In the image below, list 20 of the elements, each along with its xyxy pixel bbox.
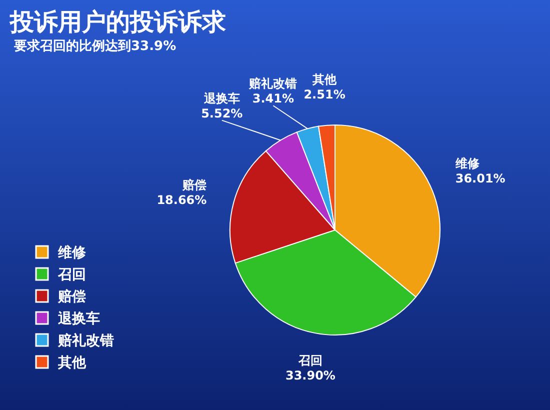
legend-label: 其他 xyxy=(57,355,87,371)
data-label: 33.90% xyxy=(285,368,336,383)
data-label: 3.41% xyxy=(252,92,294,106)
slice-label: 赔偿 xyxy=(182,178,207,192)
slice-label: 召回 xyxy=(297,354,322,368)
slice-label: 维修 xyxy=(454,156,480,170)
data-label: 2.51% xyxy=(304,87,346,102)
legend-label: 赔偿 xyxy=(57,288,86,305)
legend-label: 召回 xyxy=(57,267,86,283)
chart-subtitle: 要求召回的比例达到33.9% xyxy=(13,38,176,54)
slice-label: 其他 xyxy=(312,72,338,86)
data-label: 5.52% xyxy=(201,106,243,120)
legend-label: 维修 xyxy=(57,244,87,261)
chart-title: 投诉用户的投诉诉求 xyxy=(9,8,227,36)
slice-label: 赔礼改错 xyxy=(248,76,298,91)
slice-label: 退换车 xyxy=(202,91,240,106)
data-label: 18.66% xyxy=(156,193,207,208)
legend-label: 退换车 xyxy=(57,310,100,327)
legend-label: 赔礼改错 xyxy=(57,332,114,349)
data-label: 36.01% xyxy=(455,171,506,186)
